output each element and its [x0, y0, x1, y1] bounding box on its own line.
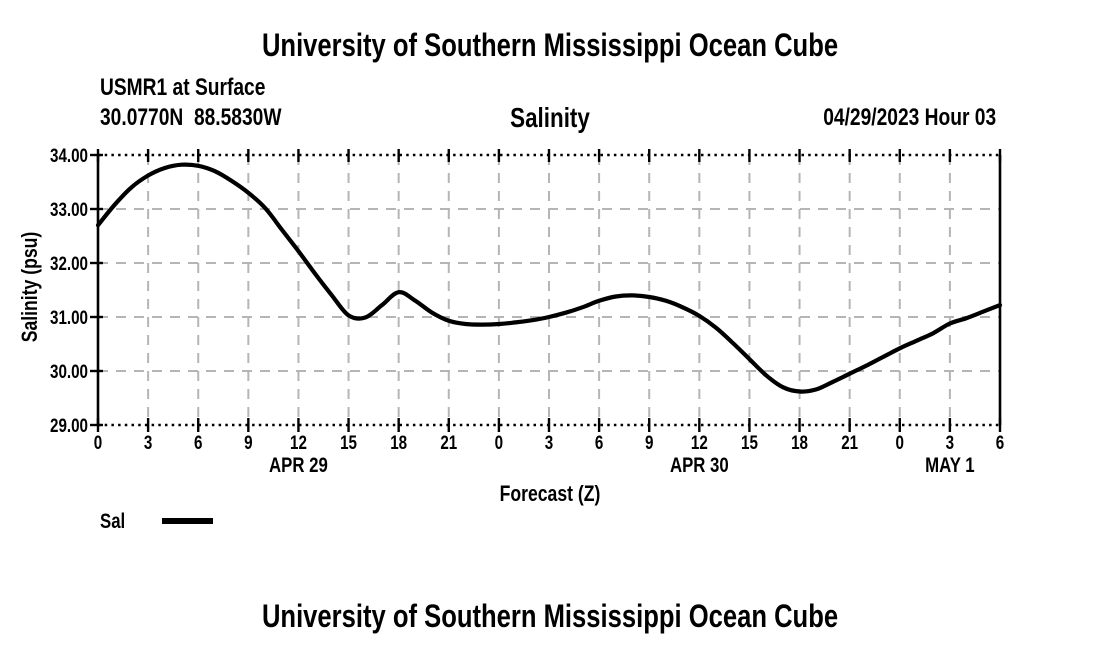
footer-title: University of Southern Mississippi Ocean…: [261, 598, 839, 634]
salinity-curve: [95, 162, 1003, 394]
x-tick-label: 0: [495, 431, 503, 453]
x-tick-label: 0: [94, 431, 102, 453]
x-tick-label: 12: [691, 431, 708, 453]
x-tick-label: 9: [645, 431, 653, 453]
forecast-run-label: 04/29/2023 Hour 03: [823, 104, 996, 131]
x-tick-label: 6: [595, 431, 603, 453]
x-tick-label: 21: [841, 431, 858, 453]
x-tick-label: 3: [144, 431, 152, 453]
y-axis-title: Salinity (psu): [17, 231, 42, 343]
x-tick-label: 18: [791, 431, 808, 453]
date-label: APR 30: [670, 454, 729, 477]
date-label: APR 29: [269, 454, 328, 477]
y-tick-label: 29.00: [50, 414, 88, 436]
y-tick-label: 31.00: [50, 306, 88, 328]
x-tick-label: 21: [440, 431, 457, 453]
y-tick-label: 32.00: [50, 252, 88, 274]
y-tick-label: 34.00: [50, 144, 88, 166]
legend-line-swatch: [162, 518, 213, 524]
x-tick-label: 9: [244, 431, 252, 453]
page-title: University of Southern Mississippi Ocean…: [261, 27, 839, 63]
x-tick-label: 3: [545, 431, 553, 453]
x-axis-title: Forecast (Z): [499, 481, 601, 506]
station-coordinates: 30.0770N 88.5830W: [100, 104, 282, 131]
legend-label: Sal: [100, 510, 126, 533]
x-tick-label: 12: [290, 431, 307, 453]
x-tick-label: 3: [946, 431, 954, 453]
x-tick-label: 15: [340, 431, 357, 453]
plot-heading: Salinity: [510, 102, 590, 133]
y-tick-label: 33.00: [50, 198, 88, 220]
date-label: MAY 1: [925, 454, 975, 477]
x-tick-label: 18: [390, 431, 407, 453]
station-label: USMR1 at Surface: [100, 74, 266, 101]
x-tick-label: 0: [896, 431, 904, 453]
x-tick-label: 6: [194, 431, 202, 453]
x-tick-label: 6: [996, 431, 1004, 453]
x-tick-label: 15: [741, 431, 758, 453]
y-tick-label: 30.00: [50, 360, 88, 382]
